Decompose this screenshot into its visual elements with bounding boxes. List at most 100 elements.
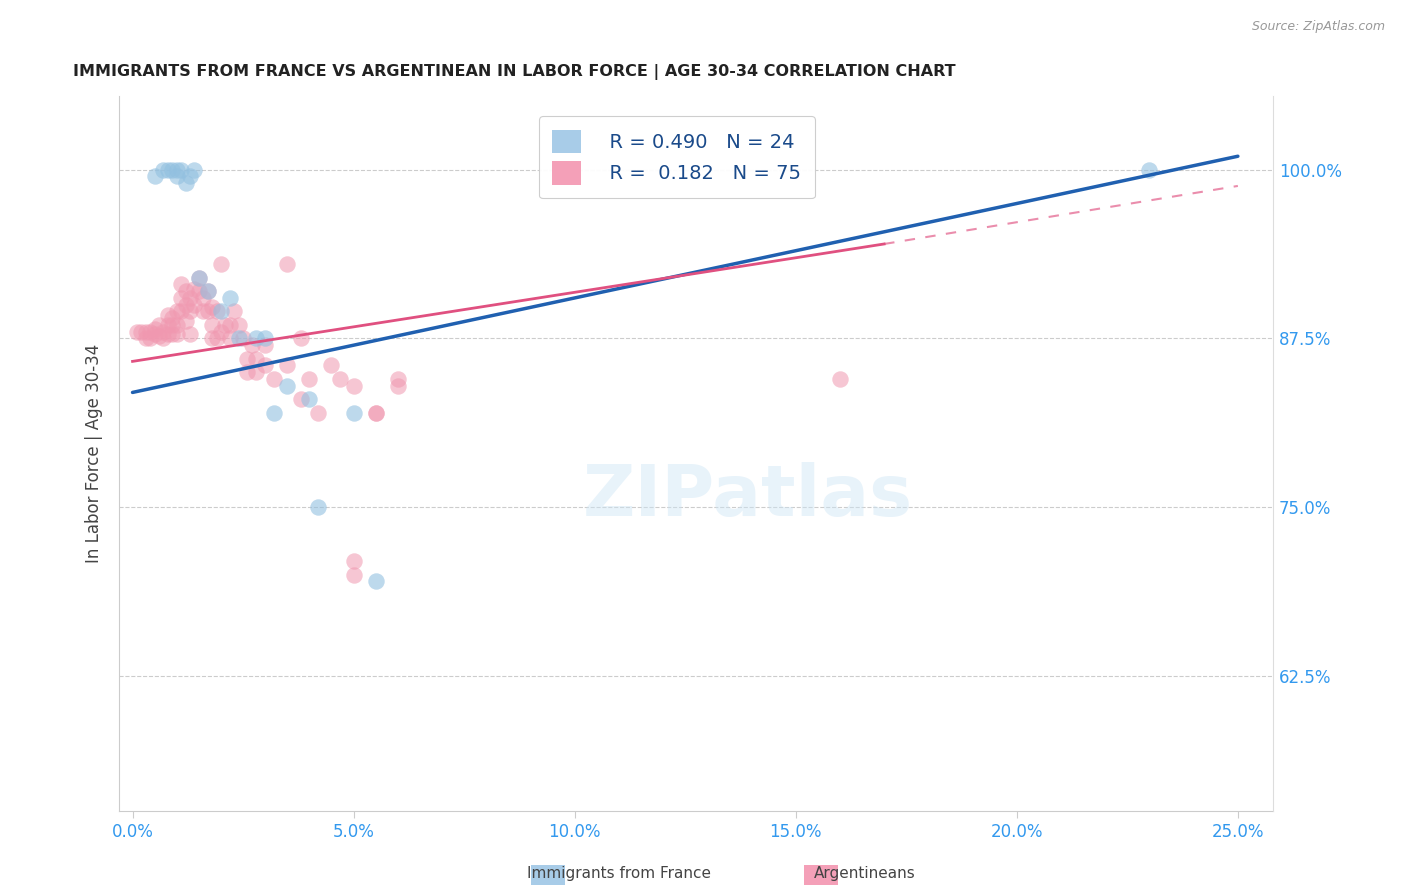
Point — [143, 169, 166, 184]
Point — [342, 554, 364, 568]
Point — [364, 406, 387, 420]
Point — [148, 328, 170, 343]
Point — [166, 162, 188, 177]
Point — [162, 318, 184, 332]
Point — [254, 359, 277, 373]
Point — [254, 331, 277, 345]
Point — [170, 277, 193, 292]
Point — [166, 327, 188, 342]
Point — [245, 351, 267, 366]
Point — [342, 406, 364, 420]
Point — [148, 318, 170, 332]
Point — [290, 331, 312, 345]
Point — [205, 331, 228, 345]
Point — [156, 309, 179, 323]
Point — [263, 406, 285, 420]
Text: Source: ZipAtlas.com: Source: ZipAtlas.com — [1251, 20, 1385, 33]
Point — [1139, 162, 1161, 177]
Point — [183, 298, 205, 312]
Point — [218, 331, 240, 345]
Point — [276, 257, 298, 271]
Point — [364, 406, 387, 420]
Point — [197, 304, 219, 318]
Point — [143, 322, 166, 336]
Point — [183, 162, 205, 177]
Point — [187, 284, 209, 298]
Point — [329, 372, 352, 386]
Point — [201, 318, 224, 332]
Point — [179, 291, 201, 305]
Point — [135, 325, 157, 339]
Point — [240, 338, 263, 352]
Point — [156, 318, 179, 332]
Point — [135, 331, 157, 345]
Point — [193, 291, 215, 305]
Point — [187, 270, 209, 285]
Point — [209, 257, 232, 271]
Point — [162, 327, 184, 342]
Point — [170, 304, 193, 318]
Point — [139, 331, 162, 345]
Point — [162, 311, 184, 326]
Point — [143, 327, 166, 342]
Point — [342, 378, 364, 392]
Point — [174, 298, 197, 312]
Point — [290, 392, 312, 407]
Text: Immigrants from France: Immigrants from France — [527, 866, 710, 881]
Point — [183, 281, 205, 295]
Point — [166, 318, 188, 332]
Point — [236, 365, 259, 379]
Point — [152, 325, 174, 339]
Point — [232, 331, 254, 345]
Point — [245, 365, 267, 379]
Point — [162, 162, 184, 177]
Point — [218, 291, 240, 305]
Point — [307, 406, 329, 420]
Point — [209, 304, 232, 318]
Point — [197, 284, 219, 298]
Point — [166, 304, 188, 318]
Point — [307, 500, 329, 515]
Point — [254, 338, 277, 352]
Point — [224, 304, 246, 318]
Point — [193, 304, 215, 318]
Point — [125, 325, 148, 339]
Point — [342, 567, 364, 582]
Point — [174, 314, 197, 328]
Point — [321, 359, 343, 373]
Point — [174, 284, 197, 298]
Point — [139, 325, 162, 339]
Text: Argentineans: Argentineans — [814, 866, 915, 881]
Point — [228, 331, 250, 345]
Point — [218, 318, 240, 332]
Point — [387, 378, 409, 392]
Text: ZIPatlas: ZIPatlas — [583, 461, 914, 531]
Point — [174, 176, 197, 190]
Point — [156, 162, 179, 177]
Point — [245, 331, 267, 345]
Point — [179, 304, 201, 318]
Point — [170, 162, 193, 177]
Point — [214, 318, 236, 332]
Point — [276, 359, 298, 373]
Point — [197, 284, 219, 298]
Point — [152, 331, 174, 345]
Point — [828, 372, 851, 386]
Point — [170, 291, 193, 305]
Point — [205, 304, 228, 318]
Point — [228, 318, 250, 332]
Legend:   R = 0.490   N = 24,   R =  0.182   N = 75: R = 0.490 N = 24, R = 0.182 N = 75 — [538, 116, 814, 198]
Point — [166, 169, 188, 184]
Point — [187, 270, 209, 285]
Point — [276, 378, 298, 392]
Point — [298, 372, 321, 386]
Point — [364, 574, 387, 589]
Point — [179, 327, 201, 342]
Point — [152, 162, 174, 177]
Point — [298, 392, 321, 407]
Y-axis label: In Labor Force | Age 30-34: In Labor Force | Age 30-34 — [86, 343, 103, 563]
Point — [201, 301, 224, 315]
Text: IMMIGRANTS FROM FRANCE VS ARGENTINEAN IN LABOR FORCE | AGE 30-34 CORRELATION CHA: IMMIGRANTS FROM FRANCE VS ARGENTINEAN IN… — [73, 64, 956, 80]
Point — [179, 169, 201, 184]
Point — [263, 372, 285, 386]
